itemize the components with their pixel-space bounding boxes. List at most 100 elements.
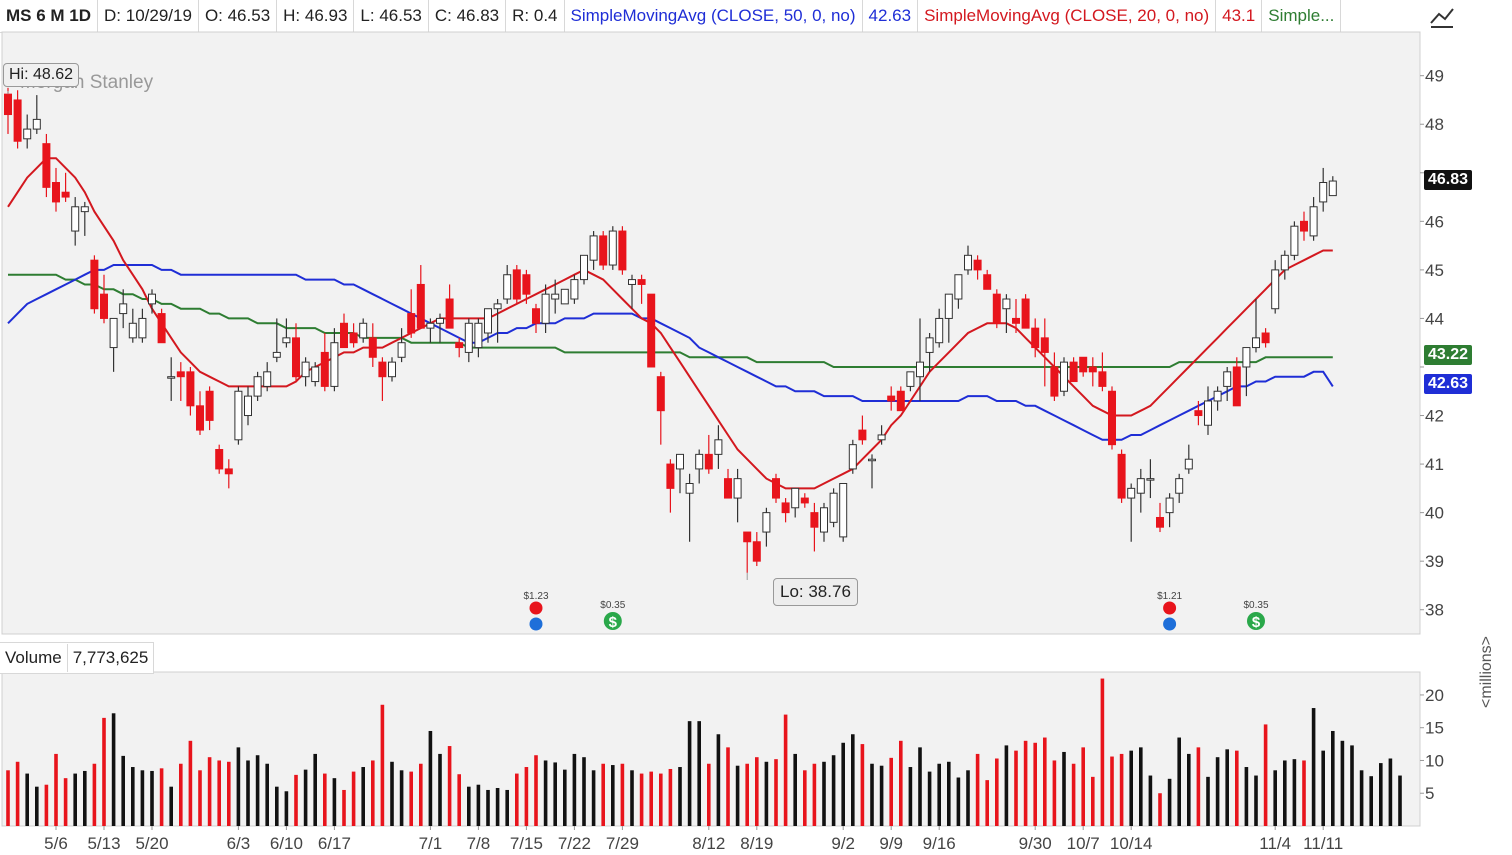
volume-bar — [1283, 760, 1287, 826]
volume-bar — [1052, 760, 1057, 826]
candle-body — [512, 269, 521, 300]
sma200-label[interactable]: Simple... — [1262, 0, 1342, 32]
volume-bar — [1273, 770, 1277, 826]
candle-body — [282, 337, 291, 344]
candle-body — [493, 303, 502, 310]
volume-bar — [390, 761, 394, 826]
volume-header: Volume 7,773,625 — [0, 642, 155, 674]
volume-bar — [188, 740, 193, 826]
volume-bar — [572, 753, 577, 826]
candle-body — [426, 322, 435, 329]
volume-bar — [1081, 747, 1085, 826]
chart-header: MS 6 M 1D D: 10/29/19 O: 46.53 H: 46.93 … — [0, 0, 1420, 33]
volume-bar — [860, 744, 865, 826]
volume-bar — [1148, 775, 1153, 826]
volume-bar — [1043, 737, 1047, 826]
candle-body — [752, 541, 761, 562]
candle-body — [1060, 361, 1068, 392]
candle-body — [551, 293, 560, 300]
dividend-value: $0.35 — [600, 600, 625, 611]
candle-body — [1146, 478, 1155, 481]
candle-body — [791, 487, 800, 509]
volume-tick-label: 20 — [1425, 686, 1444, 705]
candle-body — [877, 434, 886, 441]
candle-body — [810, 512, 819, 528]
candle-body — [1194, 410, 1203, 417]
volume-bar — [179, 763, 183, 826]
bulb-icon — [1163, 617, 1177, 631]
candle-body — [407, 313, 416, 334]
volume-bar — [1302, 760, 1306, 826]
symbol-timeframe[interactable]: MS 6 M 1D — [0, 0, 99, 32]
volume-bar — [908, 767, 913, 826]
volume-bar — [851, 734, 855, 826]
candle-body — [522, 274, 531, 295]
volume-bar — [1158, 793, 1162, 826]
volume-bar — [870, 763, 874, 826]
candle-body — [119, 303, 128, 315]
date-tick-label: 9/30 — [1019, 834, 1052, 853]
candle-body — [743, 531, 752, 543]
volume-bar — [323, 773, 327, 826]
volume-bar — [447, 746, 452, 826]
volume-bar — [150, 770, 154, 826]
volume-bar — [303, 769, 308, 826]
candle-body — [1127, 487, 1136, 499]
volume-bar — [1235, 750, 1239, 826]
candle-body — [1175, 478, 1184, 494]
volume-bar — [495, 787, 500, 826]
bulb-icon — [529, 617, 543, 631]
candle-body — [176, 371, 185, 378]
volume-bar — [486, 789, 490, 826]
volume-bar — [783, 714, 788, 826]
candle-body — [340, 322, 348, 349]
candle-body — [1040, 337, 1049, 353]
earnings-value: $1.23 — [523, 591, 548, 602]
candle-body — [656, 376, 665, 412]
volume-bar — [707, 763, 711, 826]
candle-body — [464, 322, 473, 353]
volume-bar — [927, 771, 932, 826]
candle-body — [90, 259, 99, 310]
price-tick-label: 41 — [1425, 455, 1444, 474]
date-tick-label: 11/11 — [1303, 834, 1343, 853]
price-tick-label: 40 — [1425, 504, 1444, 523]
candle-body — [733, 478, 742, 499]
volume-bar — [630, 770, 634, 826]
volume-bar — [1340, 740, 1345, 826]
candle-body — [42, 143, 51, 188]
candle-body — [1108, 390, 1116, 446]
candle-body — [704, 453, 713, 470]
date-tick-label: 7/15 — [510, 834, 543, 853]
drawing-tool-button[interactable] — [1422, 0, 1462, 32]
phone-icon — [1163, 601, 1177, 615]
volume-bar — [467, 786, 471, 826]
candle-body — [1213, 390, 1222, 402]
candle-body — [839, 483, 848, 538]
date-tick-label: 7/29 — [606, 834, 639, 853]
volume-bar — [207, 757, 212, 826]
candle-body — [954, 274, 963, 300]
candle-body — [128, 322, 137, 339]
sma50-label[interactable]: SimpleMovingAvg (CLOSE, 50, 0, no) — [565, 0, 863, 32]
sma20-label[interactable]: SimpleMovingAvg (CLOSE, 20, 0, no) — [918, 0, 1217, 32]
volume-bar — [515, 773, 519, 826]
volume-bar — [275, 786, 279, 826]
candle-body — [1156, 516, 1164, 528]
price-tick-label: 49 — [1425, 67, 1444, 86]
volume-bar — [236, 747, 241, 826]
volume-bar — [1379, 763, 1383, 826]
candle-body — [484, 308, 492, 334]
candle-body — [944, 293, 953, 319]
candle-body — [455, 342, 464, 349]
candle-body — [695, 453, 704, 470]
volume-bar — [582, 757, 586, 826]
date-tick-label: 8/12 — [692, 834, 725, 853]
low-callout: Lo: 38.76 — [773, 578, 858, 606]
candle-body — [1261, 332, 1270, 344]
date-tick-label: 6/17 — [318, 834, 351, 853]
volume-bar — [476, 784, 481, 826]
volume-bar — [428, 730, 433, 826]
candle-body — [205, 390, 214, 421]
